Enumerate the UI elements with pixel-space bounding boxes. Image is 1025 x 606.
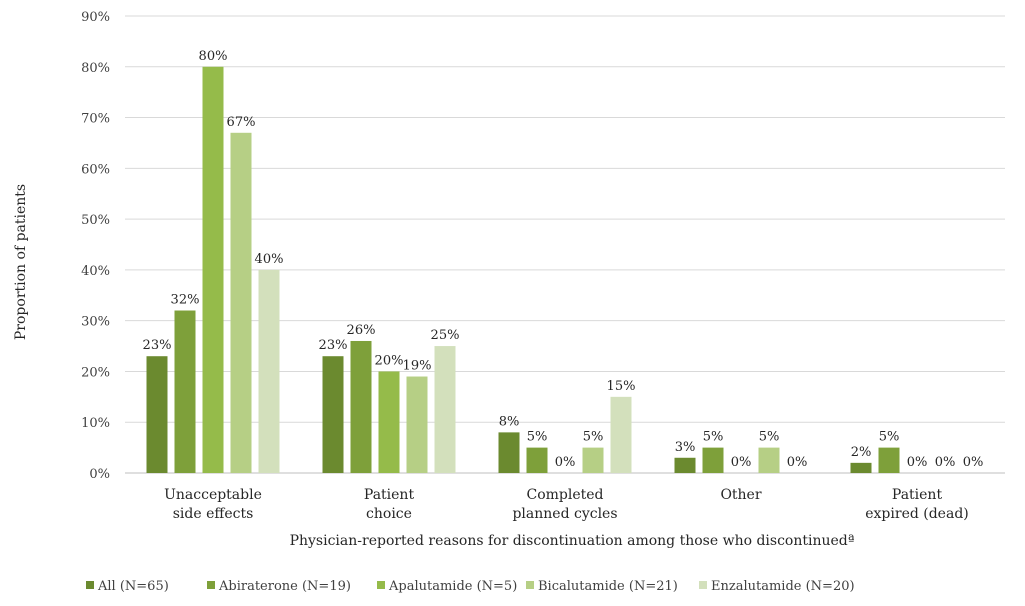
data-label: 0%: [963, 455, 984, 470]
bar: [850, 462, 872, 473]
data-label: 26%: [347, 323, 376, 338]
x-axis-categories: Unacceptable side effects Patient choice Com…: [164, 487, 969, 522]
legend-swatch: [86, 581, 94, 589]
data-label: 0%: [935, 455, 956, 470]
legend: All (N=65) Abiraterone (N=19) Apalutamide …: [86, 579, 855, 594]
data-label: 0%: [555, 455, 576, 470]
bar: [610, 396, 632, 473]
legend-item: All (N=65): [86, 579, 169, 594]
data-label: 19%: [403, 359, 432, 374]
data-label: 5%: [703, 430, 724, 445]
x-category-label: Unacceptable side effects: [164, 487, 262, 522]
x-category-label: Completed planned cycles: [512, 487, 617, 522]
x-category-label: Other: [720, 487, 761, 503]
bar: [322, 356, 344, 473]
bar: [878, 447, 900, 473]
data-label: 67%: [227, 115, 256, 130]
data-label: 3%: [675, 440, 696, 455]
data-label: 20%: [375, 353, 404, 368]
legend-item: Apalutamide (N=5): [377, 579, 517, 594]
bar: [434, 346, 456, 473]
legend-swatch: [526, 581, 534, 589]
y-tick-label: 70%: [81, 112, 110, 127]
bar: [258, 269, 280, 473]
bar: [526, 447, 548, 473]
data-label: 0%: [907, 455, 928, 470]
data-label: 5%: [759, 430, 780, 445]
x-category-label: Patient choice: [364, 487, 415, 522]
bar: [350, 340, 372, 473]
bar: [230, 132, 252, 474]
y-axis-title: Proportion of patients: [13, 184, 29, 340]
y-tick-label: 10%: [81, 416, 110, 431]
legend-label: Enzalutamide (N=20): [711, 579, 855, 594]
data-label: 2%: [851, 445, 872, 460]
data-label: 0%: [731, 455, 752, 470]
y-tick-label: 30%: [81, 315, 110, 330]
y-axis-ticks: 0% 10% 20% 30% 40% 50% 60% 70% 80% 90%: [81, 10, 110, 482]
legend-swatch: [377, 581, 385, 589]
y-tick-label: 40%: [81, 264, 110, 279]
data-labels: 23%32%80%67%40%23%26%20% 19%25%8%5%0%5%15…: [143, 49, 984, 470]
data-label: 5%: [527, 430, 548, 445]
bar: [498, 432, 520, 473]
x-category-label: Patient expired (dead): [865, 487, 969, 522]
y-tick-label: 90%: [81, 10, 110, 25]
data-label: 40%: [255, 252, 284, 267]
data-label: 23%: [143, 338, 172, 353]
data-label: 15%: [607, 379, 636, 394]
data-label: 0%: [787, 455, 808, 470]
legend-item: Abiraterone (N=19): [207, 579, 351, 594]
legend-label: Bicalutamide (N=21): [538, 579, 678, 594]
data-label: 5%: [879, 430, 900, 445]
data-label: 23%: [319, 338, 348, 353]
y-tick-label: 50%: [81, 213, 110, 228]
y-tick-label: 20%: [81, 365, 110, 380]
legend-label: All (N=65): [97, 579, 169, 594]
bar: [202, 66, 224, 474]
data-label: 8%: [499, 414, 520, 429]
legend-item: Enzalutamide (N=20): [699, 579, 855, 594]
legend-swatch: [699, 581, 707, 589]
bar: [174, 310, 196, 473]
bar: [582, 447, 604, 473]
data-label: 25%: [431, 328, 460, 343]
data-label: 5%: [583, 430, 604, 445]
bar: [674, 457, 696, 473]
data-label: 80%: [199, 49, 228, 64]
bar: [406, 376, 428, 473]
bars: [146, 66, 900, 474]
y-tick-label: 80%: [81, 61, 110, 76]
legend-label: Apalutamide (N=5): [388, 579, 517, 594]
bar: [146, 356, 168, 473]
grid-layer: [125, 15, 1005, 474]
x-axis-title: Physician-reported reasons for discontin…: [290, 533, 855, 549]
y-tick-label: 0%: [89, 467, 110, 482]
legend-swatch: [207, 581, 215, 589]
data-label: 32%: [171, 293, 200, 308]
legend-item: Bicalutamide (N=21): [526, 579, 678, 594]
bar: [758, 447, 780, 473]
bar: [378, 371, 400, 473]
y-tick-label: 60%: [81, 162, 110, 177]
bar: [702, 447, 724, 473]
legend-label: Abiraterone (N=19): [218, 579, 351, 594]
